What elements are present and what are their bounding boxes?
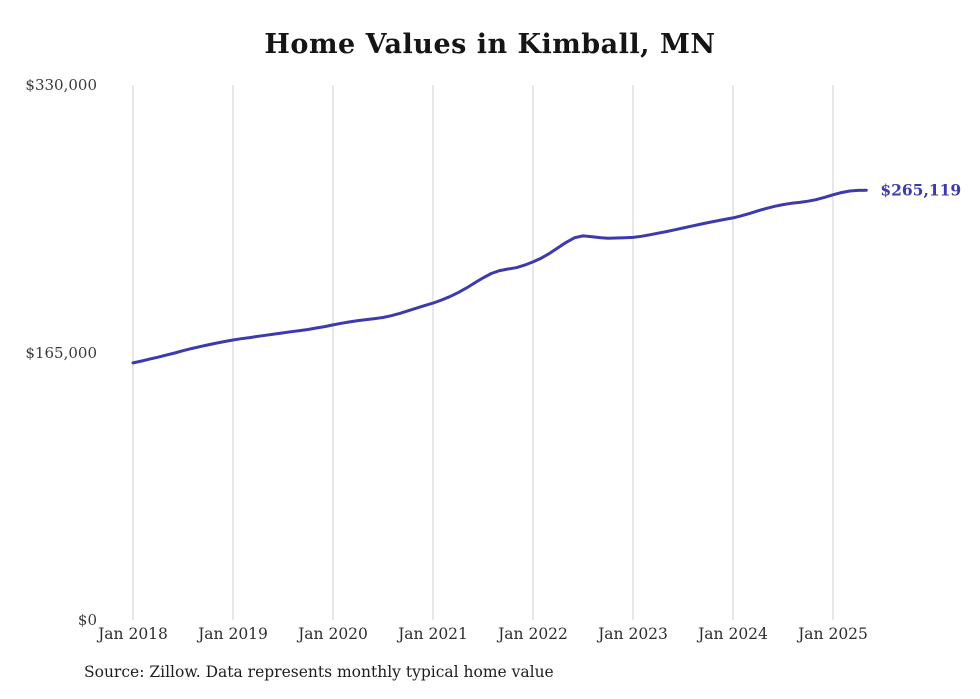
home-value-line xyxy=(131,188,868,365)
y-tick-label: $330,000 xyxy=(25,76,97,94)
source-note: Source: Zillow. Data represents monthly … xyxy=(84,663,554,681)
last-value-annotation: $265,119 xyxy=(880,180,962,200)
y-tick-label: $165,000 xyxy=(25,343,97,362)
y-tick-label: $0 xyxy=(77,611,97,629)
chart-title: Home Values in Kimball, MN xyxy=(264,29,716,60)
y-axis-tick-labels: $0 $165,000 $330,000 xyxy=(18,0,97,699)
